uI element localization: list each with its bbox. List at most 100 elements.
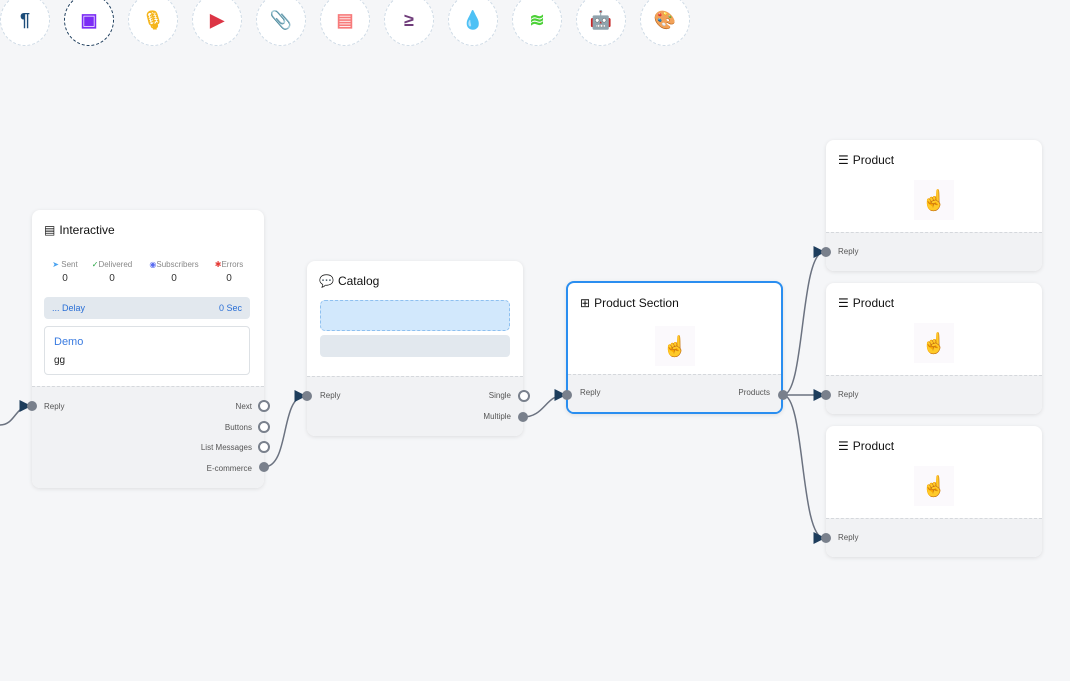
- toolbar-button-image[interactable]: ▣: [64, 0, 114, 46]
- reply-label: Reply: [44, 402, 65, 411]
- node-footer: Reply: [826, 232, 1042, 271]
- toolbar-button-newspaper[interactable]: ▤: [320, 0, 370, 46]
- image-icon: ▣: [80, 9, 98, 30]
- reply-label: Reply: [838, 247, 859, 256]
- toolbar-button-paperclip[interactable]: 📎: [256, 0, 306, 46]
- toolbar-button-youtube[interactable]: ▶: [192, 0, 242, 46]
- node-title: Catalog: [337, 274, 380, 288]
- output-label: Buttons: [224, 423, 252, 432]
- output-label: List Messages: [200, 443, 252, 452]
- paperclip-icon: 📎: [269, 9, 293, 30]
- stat-label: Sent: [61, 260, 78, 269]
- hand-pointer-icon: ☝: [914, 180, 954, 220]
- newspaper-icon: ▤: [44, 223, 56, 237]
- output-label: E-commerce: [206, 464, 252, 473]
- delay-bar[interactable]: ... Delay 0 Sec: [44, 297, 250, 319]
- card-body: gg: [54, 355, 66, 366]
- stat-value: 0: [226, 273, 232, 284]
- robot-icon: 🤖: [589, 9, 613, 30]
- single-port[interactable]: [518, 390, 530, 402]
- stat-value: 0: [109, 273, 115, 284]
- reply-port[interactable]: [821, 390, 831, 400]
- list-icon: ☰: [838, 153, 849, 167]
- youtube-icon: ▶: [210, 9, 224, 30]
- node-footer: Reply: [826, 375, 1042, 414]
- hand-pointer-icon: ☝: [655, 326, 695, 366]
- reply-label: Reply: [580, 388, 601, 397]
- microphone-icon: 🎙: [141, 9, 165, 30]
- greater-equal-icon: ≥: [404, 9, 414, 30]
- edge-products-3: [782, 394, 826, 544]
- catalog-drop-area[interactable]: [320, 300, 510, 331]
- product-node[interactable]: ☰ Product ☝ Reply: [826, 140, 1042, 271]
- table-icon: ⊞: [580, 296, 591, 310]
- output-label: Multiple: [483, 412, 511, 421]
- output-label: Single: [488, 391, 511, 400]
- reply-label: Reply: [838, 390, 859, 399]
- toolbar-button-palette[interactable]: 🎨: [640, 0, 690, 46]
- node-title: Product: [852, 439, 895, 453]
- node-footer: Reply: [826, 518, 1042, 557]
- output-label: Next: [235, 402, 252, 411]
- node-footer: Reply Next Buttons List Messages E-comme…: [32, 386, 264, 488]
- product-node[interactable]: ☰ Product ☝ Reply: [826, 426, 1042, 557]
- hand-pointer-icon: ☝: [914, 466, 954, 506]
- delay-value: 0 Sec: [218, 303, 242, 313]
- node-title: Product: [852, 296, 895, 310]
- user-circle-icon: ◉: [149, 260, 157, 269]
- toolbar-button-stack[interactable]: ≋: [512, 0, 562, 46]
- paragraph-icon: ¶: [19, 9, 30, 30]
- catalog-item-placeholder[interactable]: [320, 335, 510, 357]
- send-icon: ➤: [52, 260, 59, 269]
- node-footer: Reply Products: [568, 374, 781, 412]
- multiple-port[interactable]: [518, 412, 528, 422]
- node-footer: Reply Single Multiple: [307, 376, 523, 436]
- reply-port[interactable]: [562, 390, 572, 400]
- newspaper-icon: ▤: [336, 9, 354, 30]
- reply-label: Reply: [320, 391, 341, 400]
- card-title: Demo: [54, 336, 84, 348]
- products-port[interactable]: [778, 390, 788, 400]
- reply-port[interactable]: [821, 533, 831, 543]
- stat-value: 0: [62, 273, 68, 284]
- buttons-port[interactable]: [258, 421, 270, 433]
- next-port[interactable]: [258, 400, 270, 412]
- toolbar-button-droplet[interactable]: 💧: [448, 0, 498, 46]
- stack-icon: ≋: [529, 9, 545, 30]
- toolbar-button-paragraph[interactable]: ¶: [0, 0, 50, 46]
- node-title: Product Section: [594, 296, 679, 310]
- output-label: Products: [738, 388, 770, 397]
- list-icon: ☰: [838, 296, 849, 310]
- reply-port[interactable]: [821, 247, 831, 257]
- reply-port[interactable]: [27, 401, 37, 411]
- stat-label: Errors: [221, 260, 244, 269]
- node-title: Interactive: [59, 223, 115, 237]
- message-card[interactable]: Demo gg: [44, 326, 250, 375]
- edge-products-1: [782, 246, 826, 396]
- palette-icon: 🎨: [653, 9, 677, 30]
- product-section-node[interactable]: ⊞ Product Section ☝ Reply Products: [566, 281, 783, 414]
- stat-label: Subscribers: [156, 260, 199, 269]
- toolbar-button-robot[interactable]: 🤖: [576, 0, 626, 46]
- delay-label: ... Delay: [52, 303, 86, 313]
- bug-icon: ✱: [214, 260, 222, 269]
- droplet-icon: 💧: [461, 9, 485, 30]
- catalog-node[interactable]: 💬 Catalog Reply Single Multiple: [307, 261, 523, 436]
- edge-in-interactive: [0, 400, 32, 426]
- product-node[interactable]: ☰ Product ☝ Reply: [826, 283, 1042, 414]
- hand-pointer-icon: ☝: [914, 323, 954, 363]
- interactive-node[interactable]: ▤ Interactive ➤ Sent 0 ✓Delivered 0 ◉Subscr…: [32, 210, 264, 488]
- comment-icon: 💬: [319, 274, 334, 288]
- list-messages-port[interactable]: [258, 441, 270, 453]
- ecommerce-port[interactable]: [259, 462, 269, 472]
- list-icon: ☰: [838, 439, 849, 453]
- node-title: Product: [852, 153, 895, 167]
- stat-label: Delivered: [98, 260, 133, 269]
- check-circle-icon: ✓: [91, 260, 99, 269]
- toolbar-button-greater-equal[interactable]: ≥: [384, 0, 434, 46]
- edge-ecommerce-catalog: [263, 390, 307, 468]
- reply-port[interactable]: [302, 391, 312, 401]
- stat-value: 0: [171, 273, 177, 284]
- toolbar-button-microphone[interactable]: 🎙: [128, 0, 178, 46]
